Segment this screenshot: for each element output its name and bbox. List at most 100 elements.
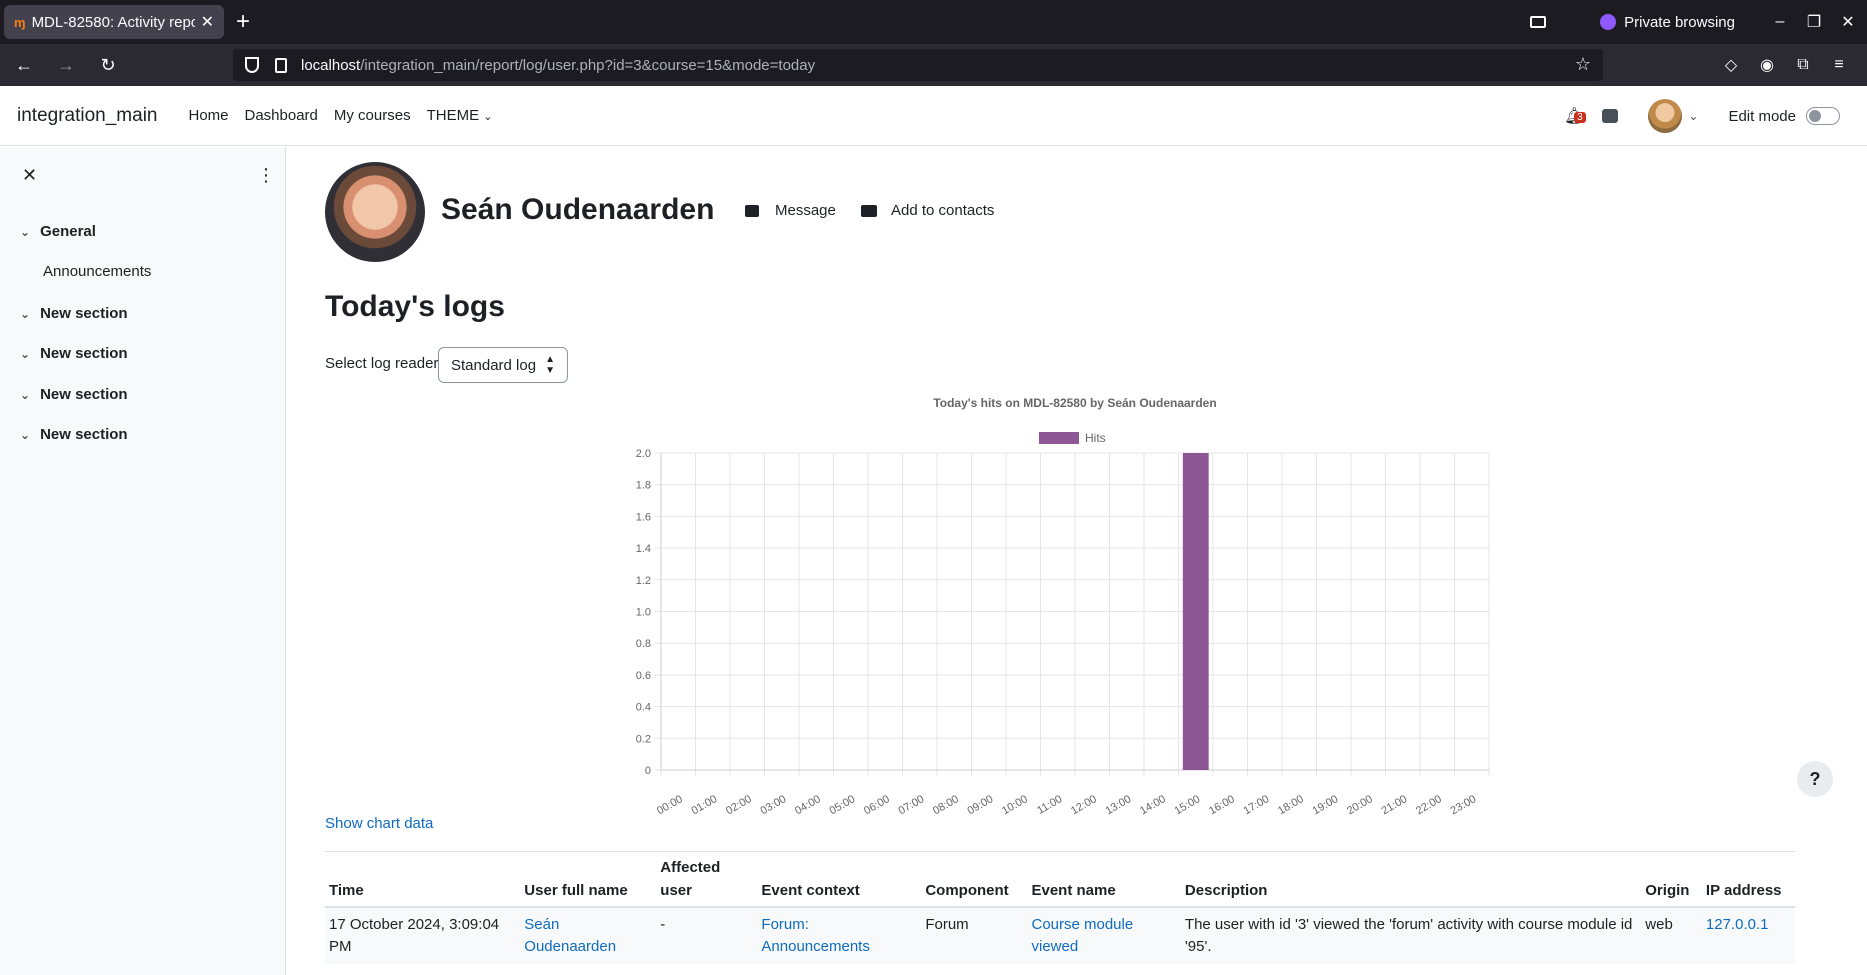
x-tick-label: 10:00	[1000, 793, 1030, 817]
private-browsing-indicator: Private browsing	[1600, 14, 1735, 31]
user-menu-chevron-icon[interactable]: ⌄	[1688, 109, 1699, 123]
section-new-4[interactable]: ⌄ New section	[20, 426, 128, 443]
restore-button[interactable]: ❐	[1806, 14, 1822, 31]
tab-list-icon[interactable]	[1530, 16, 1547, 28]
x-tick-label: 19:00	[1310, 793, 1340, 817]
column-user-full-name[interactable]: User full name	[520, 851, 657, 908]
x-tick-label: 00:00	[655, 793, 685, 817]
x-tick-label: 21:00	[1379, 793, 1409, 817]
reload-button[interactable]: ↻	[100, 54, 116, 75]
x-tick-label: 06:00	[862, 793, 892, 817]
page-info-icon[interactable]	[275, 57, 287, 73]
profile-picture[interactable]	[325, 162, 425, 262]
menu-icon[interactable]: ≡	[1834, 56, 1844, 73]
extensions-icon[interactable]: ⧉	[1797, 56, 1809, 73]
bookmark-star-icon[interactable]: ☆	[1574, 54, 1591, 74]
account-icon[interactable]: ◉	[1760, 57, 1774, 74]
url-text[interactable]: localhost/integration_main/report/log/us…	[301, 56, 816, 74]
y-tick-label: 2.0	[636, 448, 651, 460]
x-tick-label: 02:00	[724, 793, 754, 817]
cell-user-link[interactable]: Seán Oudenaarden	[524, 916, 617, 955]
cell-event-link[interactable]: Course module viewed	[1031, 916, 1134, 955]
bar-15:00	[1182, 453, 1209, 770]
chevron-down-icon: ⌄	[483, 111, 493, 123]
hits-chart-svg: Today's hits on MDL-82580 by Seán Oudena…	[636, 396, 1490, 817]
chevron-down-icon: ⌄	[20, 346, 31, 361]
x-tick-label: 14:00	[1138, 793, 1168, 817]
cell-component: Forum	[921, 907, 1028, 964]
legend-swatch	[1039, 432, 1079, 444]
notification-count-badge: 3	[1574, 112, 1586, 123]
tab-close-icon[interactable]: ✕	[200, 14, 214, 31]
message-button[interactable]: Message	[745, 202, 836, 219]
x-tick-label: 20:00	[1345, 793, 1375, 817]
notifications-button[interactable]: 🔔︎3	[1564, 106, 1586, 126]
nav-dashboard[interactable]: Dashboard	[244, 107, 318, 124]
show-chart-data-link[interactable]: Show chart data	[325, 815, 434, 832]
column-origin[interactable]: Origin	[1641, 851, 1702, 908]
shield-icon[interactable]	[245, 57, 259, 73]
column-affected-user[interactable]: Affected user	[656, 851, 758, 908]
site-brand[interactable]: integration_main	[17, 104, 158, 126]
new-tab-button[interactable]: +	[236, 8, 251, 35]
moodle-favicon-icon: ɱ	[14, 14, 26, 30]
nav-home[interactable]: Home	[188, 107, 229, 124]
log-reader-select[interactable]: Standard log ▲ ▼	[438, 347, 568, 383]
sidebar-item-announcements[interactable]: Announcements	[43, 263, 152, 280]
x-tick-label: 16:00	[1207, 793, 1237, 817]
section-new-3[interactable]: ⌄ New section	[20, 386, 128, 403]
x-tick-label: 11:00	[1035, 793, 1064, 817]
column-description[interactable]: Description	[1180, 851, 1642, 908]
y-tick-label: 1.2	[636, 575, 651, 587]
x-tick-label: 17:00	[1241, 793, 1271, 817]
x-tick-label: 15:00	[1172, 793, 1202, 817]
x-tick-label: 04:00	[793, 793, 823, 817]
edit-mode-toggle[interactable]	[1806, 107, 1840, 125]
cell-description: The user with id '3' viewed the 'forum' …	[1180, 907, 1642, 964]
column-event-name[interactable]: Event name	[1027, 851, 1181, 908]
x-tick-label: 09:00	[965, 793, 995, 817]
cell-affected-user: -	[656, 907, 758, 964]
column-time[interactable]: Time	[325, 851, 521, 908]
course-index-drawer: ✕ ⋮ ⌄ General Announcements ⌄ New section …	[0, 147, 286, 975]
column-event-context[interactable]: Event context	[757, 851, 922, 908]
user-avatar[interactable]	[1648, 99, 1683, 133]
help-button[interactable]: ?	[1797, 761, 1833, 797]
column-component[interactable]: Component	[921, 851, 1028, 908]
site-header: integration_main Home Dashboard My cours…	[0, 86, 1867, 146]
section-new-2[interactable]: ⌄ New section	[20, 345, 128, 362]
y-tick-label: 1.0	[636, 607, 651, 619]
tab-title: MDL-82580: Activity repo	[31, 13, 195, 31]
more-options-icon[interactable]: ⋮	[257, 165, 275, 185]
x-tick-label: 05:00	[827, 793, 857, 817]
y-tick-label: 0.4	[636, 702, 651, 714]
forward-button[interactable]: →	[57, 54, 75, 75]
x-tick-label: 03:00	[758, 793, 788, 817]
messages-icon[interactable]	[1602, 109, 1619, 123]
url-bar[interactable]: localhost/integration_main/report/log/us…	[233, 49, 1603, 81]
browser-tabbar: ɱ MDL-82580: Activity repo ✕ + Private b…	[0, 0, 1867, 44]
x-tick-label: 18:00	[1276, 793, 1306, 817]
cell-time: 17 October 2024, 3:09:04 PM	[325, 907, 521, 964]
chevron-down-icon: ⌄	[20, 387, 31, 402]
private-mask-icon	[1600, 14, 1617, 30]
column-ip-address[interactable]: IP address	[1701, 851, 1795, 908]
back-button[interactable]: ←	[15, 54, 33, 75]
nav-my-courses[interactable]: My courses	[333, 107, 411, 124]
y-tick-label: 0.8	[636, 638, 651, 650]
pocket-icon[interactable]: ◇	[1724, 57, 1738, 74]
chart-title: Today's hits on MDL-82580 by Seán Oudena…	[933, 396, 1216, 410]
cell-context-link[interactable]: Forum: Announcements	[761, 916, 870, 955]
address-card-icon	[861, 204, 877, 217]
section-general[interactable]: ⌄ General	[20, 223, 96, 240]
add-to-contacts-button[interactable]: Add to contacts	[861, 202, 994, 219]
x-tick-label: 07:00	[896, 793, 926, 817]
close-window-button[interactable]: ✕	[1841, 14, 1855, 31]
browser-tab[interactable]: ɱ MDL-82580: Activity repo ✕	[4, 5, 224, 39]
section-new-1[interactable]: ⌄ New section	[20, 305, 128, 322]
private-browsing-label: Private browsing	[1624, 13, 1735, 31]
nav-theme[interactable]: THEME ⌄	[426, 107, 493, 124]
close-drawer-icon[interactable]: ✕	[22, 165, 38, 185]
cell-ip-link[interactable]: 127.0.0.1	[1705, 916, 1769, 933]
minimize-button[interactable]: –	[1775, 13, 1785, 30]
